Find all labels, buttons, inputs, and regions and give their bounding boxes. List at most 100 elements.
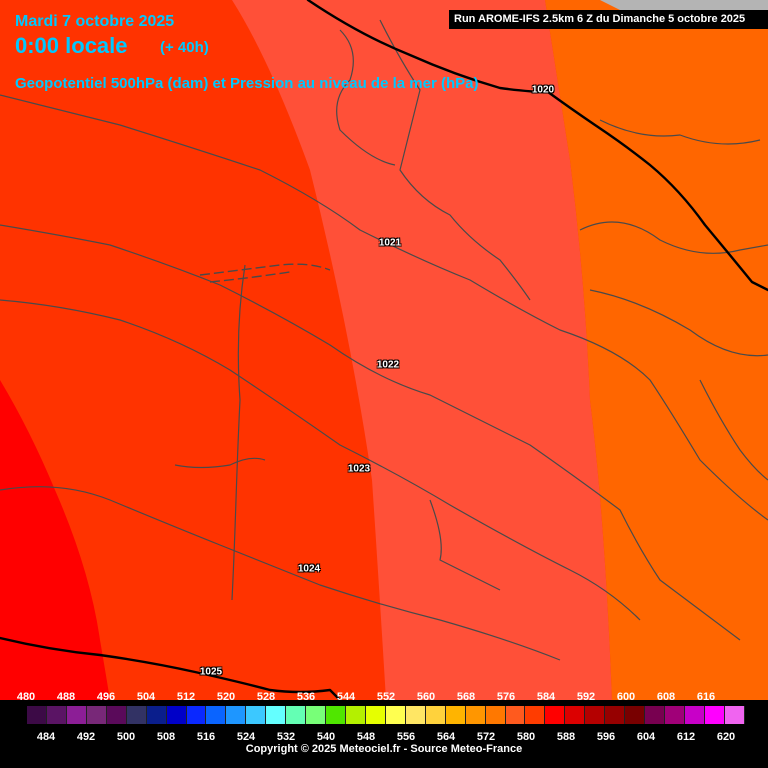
color-scale-swatch	[226, 706, 247, 724]
color-scale-swatch	[525, 706, 546, 724]
scale-label-top: 544	[336, 691, 356, 703]
color-scale-swatch	[346, 706, 366, 724]
color-scale-swatch	[106, 706, 127, 724]
scale-label-bottom: 580	[516, 731, 536, 743]
scale-label-top: 616	[696, 691, 716, 703]
color-scale-bar	[26, 705, 746, 725]
border-line	[231, 264, 246, 601]
color-scale-swatch	[545, 706, 566, 724]
color-scale-swatch	[166, 706, 187, 724]
zone-far-west	[0, 380, 110, 700]
color-scale-swatch	[186, 706, 207, 724]
color-scale-swatch	[665, 706, 685, 724]
copyright-text: Copyright © 2025 Meteociel.fr - Source M…	[245, 743, 523, 755]
isobar-label-1022: 1022	[376, 359, 400, 371]
scale-label-top: 568	[456, 691, 476, 703]
river-line	[0, 94, 768, 521]
scale-label-top: 528	[256, 691, 276, 703]
geographic-lines	[0, 19, 768, 661]
color-scale-swatch	[306, 706, 327, 724]
scale-label-bottom: 532	[276, 731, 296, 743]
color-scale-swatch	[246, 706, 267, 724]
scale-label-bottom: 596	[596, 731, 616, 743]
scale-label-bottom: 588	[556, 731, 576, 743]
zone-east	[545, 0, 768, 700]
scale-label-bottom: 556	[396, 731, 416, 743]
scale-label-top: 504	[136, 691, 156, 703]
forecast-date: Mardi 7 octobre 2025	[15, 13, 175, 30]
color-scale-swatch	[445, 706, 466, 724]
scale-label-top: 480	[16, 691, 36, 703]
color-scale-swatch	[565, 706, 586, 724]
color-scale-swatch	[605, 706, 626, 724]
isobar-label-1023: 1023	[347, 463, 371, 475]
color-scale-swatch	[46, 706, 67, 724]
color-scale-swatch	[66, 706, 87, 724]
isobar-label-1021: 1021	[378, 237, 402, 249]
color-scale-swatch	[286, 706, 307, 724]
scale-label-bottom: 612	[676, 731, 696, 743]
color-scale-swatch	[465, 706, 486, 724]
run-info-banner: Run AROME-IFS 2.5km 6 Z du Dimanche 5 oc…	[449, 10, 768, 29]
scale-label-bottom: 516	[196, 731, 216, 743]
scale-label-bottom: 572	[476, 731, 496, 743]
parameter-title: Geopotentiel 500hPa (dam) et Pression au…	[15, 75, 479, 92]
zone-center	[232, 0, 612, 700]
scale-label-bottom: 484	[36, 731, 56, 743]
color-scale-swatch	[266, 706, 287, 724]
scale-label-top: 552	[376, 691, 396, 703]
border-line	[699, 379, 768, 481]
border-line	[589, 289, 768, 357]
scale-label-top: 608	[656, 691, 676, 703]
border-line	[579, 221, 768, 254]
color-scale-swatch	[126, 706, 147, 724]
border-line	[379, 19, 531, 301]
scale-label-top: 496	[96, 691, 116, 703]
scale-label-bottom: 540	[316, 731, 336, 743]
scale-label-top: 584	[536, 691, 556, 703]
color-scale-swatch	[206, 706, 227, 724]
forecast-time: 0:00 locale	[15, 33, 128, 58]
lake-outline	[199, 263, 331, 283]
color-scale-swatch	[485, 706, 506, 724]
scale-label-bottom: 508	[156, 731, 176, 743]
no-data-region	[600, 0, 768, 10]
color-scale-swatch	[27, 706, 47, 724]
scale-label-top: 536	[296, 691, 316, 703]
isobar-1020-line	[306, 0, 768, 292]
scale-label-bottom: 492	[76, 731, 96, 743]
color-scale-swatch	[385, 706, 406, 724]
scale-label-top: 488	[56, 691, 76, 703]
color-scale-swatch	[724, 706, 745, 724]
color-scale-swatch	[326, 706, 346, 724]
river-line	[0, 224, 741, 641]
color-scale-swatch	[365, 706, 386, 724]
border-line	[429, 499, 501, 591]
isobars	[306, 0, 768, 292]
scale-label-bottom: 604	[636, 731, 656, 743]
scale-label-top: 600	[616, 691, 636, 703]
river-line	[0, 486, 561, 661]
scale-label-top: 560	[416, 691, 436, 703]
scale-label-bottom: 564	[436, 731, 456, 743]
color-scale-swatch	[625, 706, 646, 724]
border-line	[599, 119, 761, 145]
color-scale-swatch	[704, 706, 725, 724]
scale-label-bottom: 620	[716, 731, 736, 743]
color-scale-swatch	[405, 706, 426, 724]
scale-label-top: 512	[176, 691, 196, 703]
river-line	[0, 299, 641, 621]
color-scale-swatch	[425, 706, 446, 724]
scale-label-top: 520	[216, 691, 236, 703]
scale-label-top: 576	[496, 691, 516, 703]
forecast-lead-time: (+ 40h)	[160, 39, 209, 56]
color-scale-swatch	[505, 706, 526, 724]
border-line	[336, 29, 396, 166]
scale-label-bottom: 548	[356, 731, 376, 743]
isobar-label-1020: 1020	[531, 84, 555, 96]
isobar-label-1024: 1024	[297, 563, 321, 575]
color-scale-swatch	[585, 706, 606, 724]
color-scale-swatch	[86, 706, 107, 724]
